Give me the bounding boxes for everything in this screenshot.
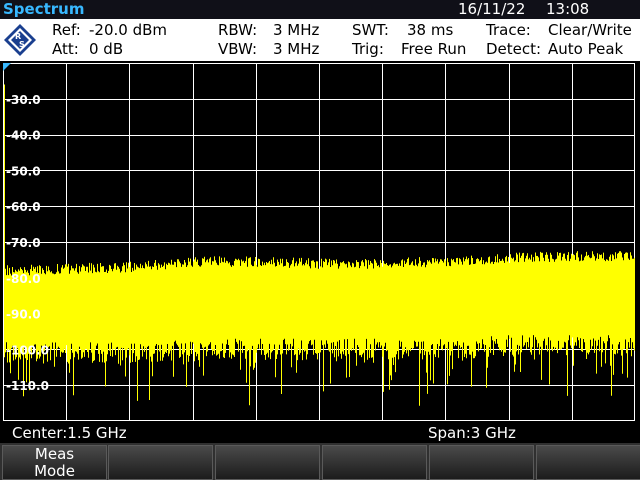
softkey-bar: Meas Mode [0, 443, 640, 480]
y-tick-label: -40.0 [6, 129, 41, 143]
ref-label: Ref: [52, 21, 81, 39]
y-tick-label: -50.0 [6, 164, 41, 178]
trace-value[interactable]: Clear/Write [548, 21, 632, 39]
softkey-6[interactable] [536, 445, 640, 480]
y-tick-label: -30.0 [6, 93, 41, 107]
rbw-label: RBW: [218, 21, 258, 39]
settings-panel: R S Ref: -20.0 dBm Att: 0 dB RBW: 3 MHz … [0, 19, 640, 61]
spectrum-graph[interactable]: -30.0 -40.0 -50.0 -60.0 -70.0 -80.0 -90.0 -100.… [3, 63, 635, 421]
vbw-label: VBW: [218, 40, 258, 58]
y-tick-label: -60.0 [6, 200, 41, 214]
detect-value[interactable]: Auto Peak [548, 40, 624, 58]
swt-value[interactable]: 38 ms [407, 21, 454, 39]
svg-text:R: R [15, 32, 21, 41]
spectrum-plot[interactable]: -30.0 -40.0 -50.0 -60.0 -70.0 -80.0 -90.0 -100.… [3, 63, 635, 421]
rohde-schwarz-logo-icon: R S [4, 24, 36, 56]
y-tick-label: -70.0 [6, 236, 41, 250]
att-label: Att: [52, 40, 79, 58]
span-readout: Span:3 GHz [428, 424, 516, 442]
y-tick-label: -90.0 [6, 308, 41, 322]
softkey-2[interactable] [108, 445, 213, 480]
rbw-value[interactable]: 3 MHz [273, 21, 320, 39]
trace-label: Trace: [486, 21, 531, 39]
title-bar: Spectrum 16/11/22 13:08 [0, 0, 640, 19]
softkey-3[interactable] [215, 445, 320, 480]
trig-value[interactable]: Free Run [401, 40, 467, 58]
y-tick-label: -80.0 [6, 272, 41, 286]
vbw-value[interactable]: 3 MHz [273, 40, 320, 58]
softkey-4[interactable] [322, 445, 427, 480]
ref-value[interactable]: -20.0 dBm [89, 21, 168, 39]
app-title: Spectrum [3, 0, 85, 18]
date-readout: 16/11/22 [458, 0, 526, 18]
swt-label: SWT: [352, 21, 389, 39]
att-value[interactable]: 0 dB [89, 40, 124, 58]
svg-text:S: S [19, 40, 25, 49]
softkey-label: Meas [34, 445, 75, 463]
softkey-meas-mode[interactable]: Meas Mode [2, 445, 107, 480]
trig-label: Trig: [352, 40, 384, 58]
status-bar: Center:1.5 GHz Span:3 GHz [0, 423, 640, 443]
y-tick-label: -100.0 [6, 343, 49, 357]
reference-level-marker [3, 63, 11, 71]
plot-border [3, 63, 635, 421]
center-frequency-readout: Center:1.5 GHz [12, 424, 127, 442]
detect-label: Detect: [486, 40, 542, 58]
trace-line [4, 251, 635, 406]
time-readout: 13:08 [546, 0, 590, 18]
y-tick-label: -110.0 [6, 379, 49, 393]
softkey-label: Mode [34, 462, 75, 480]
softkey-5[interactable] [429, 445, 534, 480]
